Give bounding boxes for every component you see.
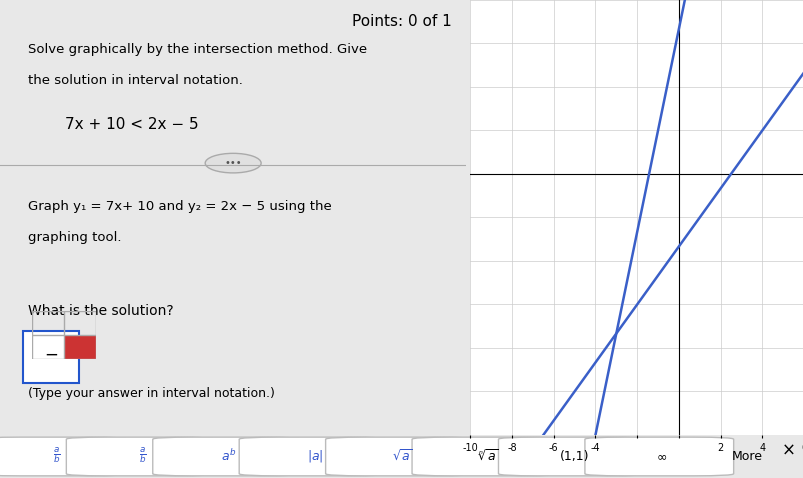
FancyBboxPatch shape [0,437,128,476]
Text: $\infty$: $\infty$ [655,450,666,463]
Text: Save: Save [698,14,740,29]
Text: Points: 0 of 1: Points: 0 of 1 [352,14,451,29]
Text: (1,1): (1,1) [560,450,589,463]
FancyBboxPatch shape [239,437,388,476]
Text: the solution in interval notation.: the solution in interval notation. [28,74,243,87]
Text: $\frac{a}{b}$: $\frac{a}{b}$ [139,446,146,467]
FancyBboxPatch shape [66,437,215,476]
Text: What is the solution?: What is the solution? [28,304,173,318]
Text: ×: × [781,442,795,459]
Text: graphing tool.: graphing tool. [28,230,121,243]
FancyBboxPatch shape [153,437,301,476]
FancyBboxPatch shape [584,437,732,476]
Text: Solve graphically by the intersection method. Give: Solve graphically by the intersection me… [28,43,367,56]
Text: Graph y₁ = 7x+ 10 and y₂ = 2x − 5 using the: Graph y₁ = 7x+ 10 and y₂ = 2x − 5 using … [28,200,332,213]
Text: $|a|$: $|a|$ [307,448,324,465]
FancyBboxPatch shape [64,335,96,358]
Text: •••: ••• [224,158,242,168]
Text: More: More [732,450,762,463]
FancyBboxPatch shape [23,331,79,383]
FancyBboxPatch shape [325,437,474,476]
Text: −: − [44,346,58,363]
Text: 7x + 10 < 2x − 5: 7x + 10 < 2x − 5 [65,118,198,132]
Text: (Type your answer in interval notation.): (Type your answer in interval notation.) [28,387,275,400]
Text: $\frac{a}{b}$: $\frac{a}{b}$ [52,446,60,467]
Ellipse shape [205,153,261,173]
Text: $\sqrt[n]{a}$: $\sqrt[n]{a}$ [478,449,498,464]
Text: $a^b$: $a^b$ [221,448,237,465]
FancyBboxPatch shape [498,437,646,476]
FancyBboxPatch shape [618,4,803,39]
FancyBboxPatch shape [412,437,560,476]
Text: $\sqrt{a}$: $\sqrt{a}$ [391,449,412,464]
